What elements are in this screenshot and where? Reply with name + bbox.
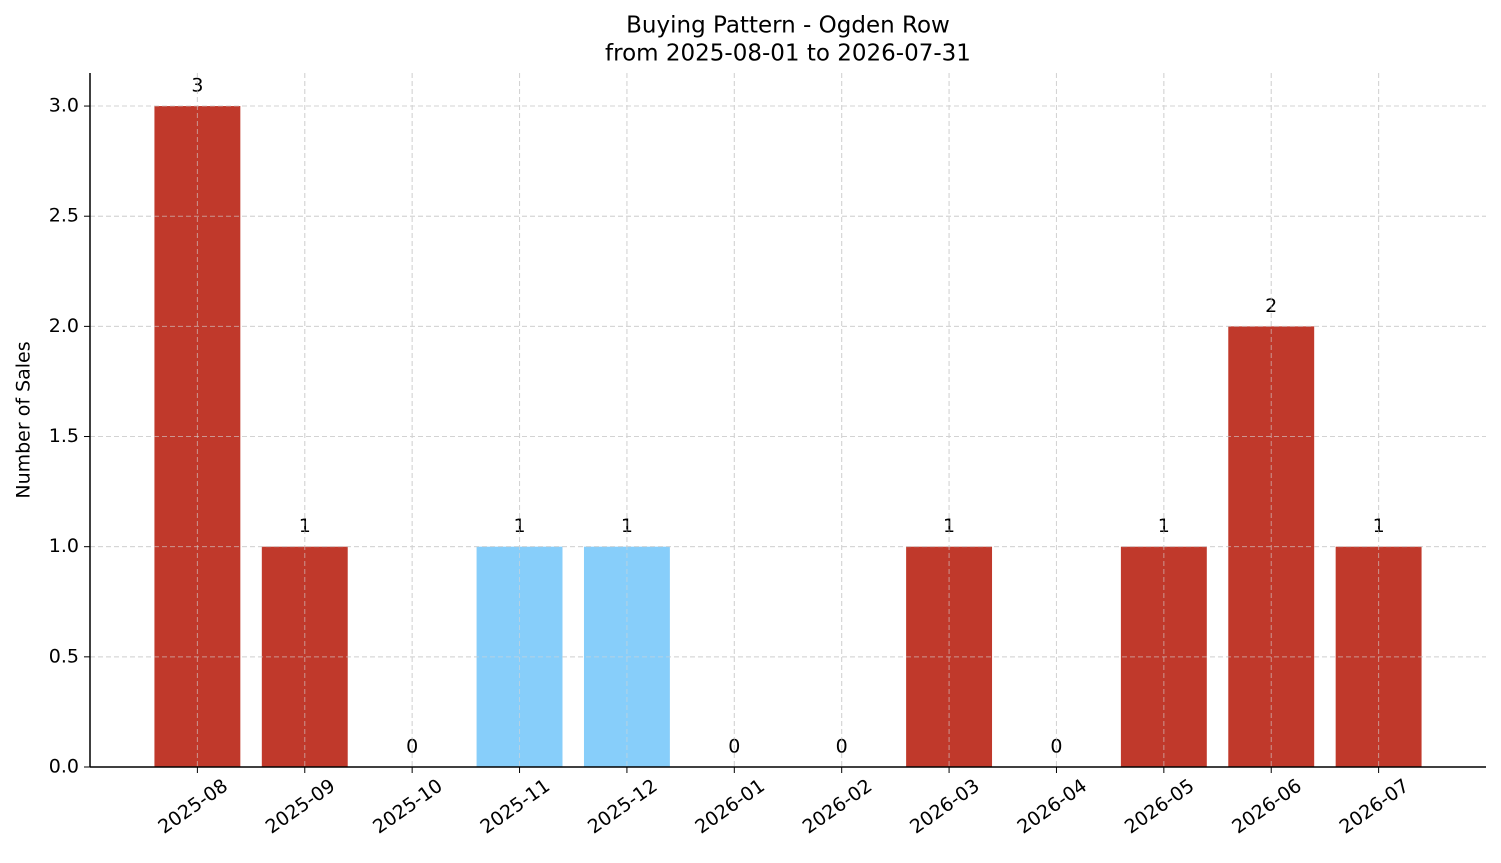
data-label: 1: [299, 515, 311, 537]
y-tick-label: 1.5: [49, 425, 79, 447]
x-tick-label: 2025-09: [262, 775, 340, 839]
data-label: 1: [943, 515, 955, 537]
y-tick-label: 0.0: [49, 756, 79, 778]
x-tick-label: 2026-05: [1121, 775, 1199, 839]
x-tick-label: 2025-10: [369, 775, 447, 839]
chart-title: Buying Pattern - Ogden Row: [626, 13, 950, 39]
x-tick-label: 2026-01: [691, 775, 769, 839]
x-tick-label: 2025-12: [584, 775, 662, 839]
y-tick-label: 2.0: [49, 315, 79, 337]
x-tick-label: 2026-04: [1013, 775, 1091, 839]
x-tick-label: 2026-07: [1336, 775, 1414, 839]
y-tick-label: 1.0: [49, 535, 79, 557]
data-label: 1: [513, 515, 525, 537]
data-label: 1: [1158, 515, 1170, 537]
x-tick-label: 2026-03: [906, 775, 984, 839]
x-tick-label: 2025-11: [476, 775, 554, 839]
data-label: 1: [1373, 515, 1385, 537]
y-axis-label: Number of Sales: [13, 341, 35, 498]
x-tick-label: 2025-08: [154, 775, 232, 839]
x-tick-label: 2026-02: [799, 775, 877, 839]
x-tick-label: 2026-06: [1228, 775, 1306, 839]
y-tick-label: 0.5: [49, 645, 79, 667]
y-tick-label: 3.0: [49, 95, 79, 117]
y-tick-label: 2.5: [49, 205, 79, 227]
data-label: 1: [621, 515, 633, 537]
chart-subtitle: from 2025-08-01 to 2026-07-31: [605, 41, 971, 67]
